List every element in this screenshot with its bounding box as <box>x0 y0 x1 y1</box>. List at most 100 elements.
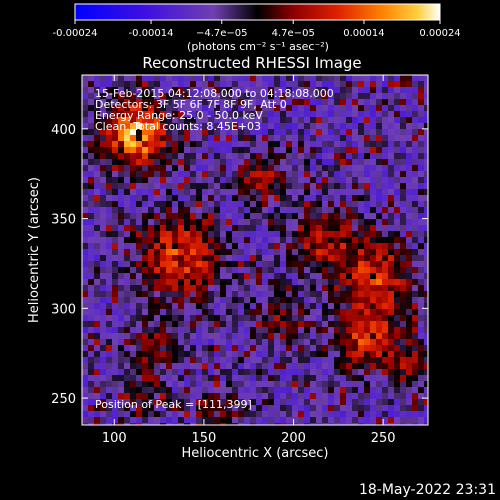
heatmap-cell <box>334 219 341 226</box>
heatmap-cell <box>202 117 209 124</box>
heatmap-cell <box>178 225 185 232</box>
heatmap-cell <box>388 255 395 262</box>
heatmap-cell <box>112 417 119 424</box>
heatmap-cell <box>112 267 119 274</box>
heatmap-cell <box>424 159 428 166</box>
heatmap-cell <box>130 99 137 106</box>
heatmap-cell <box>124 75 131 82</box>
heatmap-cell <box>190 351 197 358</box>
heatmap-cell <box>196 147 203 154</box>
heatmap-cell <box>88 99 95 106</box>
heatmap-cell <box>178 297 185 304</box>
heatmap-cell <box>208 81 215 88</box>
heatmap-cell <box>268 141 275 148</box>
heatmap-cell <box>400 249 407 256</box>
heatmap-cell <box>190 243 197 250</box>
heatmap-cell <box>382 153 389 160</box>
heatmap-cell <box>118 393 125 400</box>
heatmap-cell <box>358 297 365 304</box>
heatmap-cell <box>226 237 233 244</box>
heatmap-cell <box>424 297 428 304</box>
heatmap-cell <box>214 387 221 394</box>
heatmap-cell <box>172 381 179 388</box>
heatmap-cell <box>214 183 221 190</box>
heatmap-cell <box>88 201 95 208</box>
heatmap-cell <box>190 231 197 238</box>
heatmap-cell <box>280 81 287 88</box>
heatmap-cell <box>232 369 239 376</box>
heatmap-cell <box>88 267 95 274</box>
heatmap-cell <box>160 105 167 112</box>
heatmap-cell <box>364 387 371 394</box>
heatmap-cell <box>304 213 311 220</box>
heatmap-cell <box>388 291 395 298</box>
heatmap-cell <box>280 159 287 166</box>
heatmap-cell <box>310 405 317 412</box>
heatmap-cell <box>220 387 227 394</box>
heatmap-cell <box>406 129 413 136</box>
colorbar-tick-label: 4.7e−05 <box>272 28 315 39</box>
heatmap-cell <box>148 207 155 214</box>
heatmap-cell <box>406 309 413 316</box>
heatmap-cell <box>100 297 107 304</box>
heatmap-cell <box>352 357 359 364</box>
heatmap-cell <box>220 321 227 328</box>
heatmap-cell <box>154 153 161 160</box>
heatmap-cell <box>106 81 113 88</box>
heatmap-cell <box>196 351 203 358</box>
heatmap-cell <box>274 405 281 412</box>
heatmap-cell <box>130 75 137 82</box>
heatmap-cell <box>208 93 215 100</box>
heatmap-cell <box>82 219 89 226</box>
heatmap-cell <box>286 225 293 232</box>
heatmap-cell <box>256 303 263 310</box>
heatmap-cell <box>400 87 407 94</box>
heatmap-cell <box>196 189 203 196</box>
heatmap-cell <box>400 411 407 418</box>
heatmap-cell <box>358 123 365 130</box>
heatmap-cell <box>304 159 311 166</box>
heatmap-cell <box>112 261 119 268</box>
heatmap-cell <box>370 123 377 130</box>
heatmap-cell <box>286 87 293 94</box>
heatmap-cell <box>328 255 335 262</box>
heatmap-cell <box>412 105 419 112</box>
heatmap-cell <box>220 357 227 364</box>
heatmap-cell <box>130 171 137 178</box>
heatmap-cell <box>88 423 95 425</box>
heatmap-cell <box>178 171 185 178</box>
heatmap-cell <box>178 405 185 412</box>
heatmap-cell <box>256 381 263 388</box>
heatmap-cell <box>88 87 95 94</box>
heatmap-cell <box>370 213 377 220</box>
heatmap-cell <box>328 339 335 346</box>
heatmap-cell <box>196 309 203 316</box>
heatmap-cell <box>340 213 347 220</box>
heatmap-cell <box>130 291 137 298</box>
heatmap-cell <box>280 255 287 262</box>
heatmap-cell <box>250 321 257 328</box>
heatmap-cell <box>304 255 311 262</box>
heatmap-cell <box>226 315 233 322</box>
heatmap-cell <box>202 201 209 208</box>
heatmap-cell <box>226 285 233 292</box>
heatmap-cell <box>136 147 143 154</box>
heatmap-cell <box>94 111 101 118</box>
heatmap-cell <box>178 177 185 184</box>
heatmap-cell <box>124 135 131 142</box>
heatmap-cell <box>244 189 251 196</box>
heatmap-cell <box>292 219 299 226</box>
heatmap-cell <box>370 219 377 226</box>
heatmap-cell <box>256 165 263 172</box>
heatmap-cell <box>340 75 347 82</box>
heatmap-cell <box>304 249 311 256</box>
heatmap-cell <box>388 267 395 274</box>
heatmap-cell <box>250 243 257 250</box>
heatmap-cell <box>184 255 191 262</box>
heatmap-cell <box>382 147 389 154</box>
heatmap-cell <box>172 195 179 202</box>
heatmap-cell <box>238 333 245 340</box>
heatmap-cell <box>286 129 293 136</box>
heatmap-cell <box>94 231 101 238</box>
heatmap-cell <box>244 309 251 316</box>
